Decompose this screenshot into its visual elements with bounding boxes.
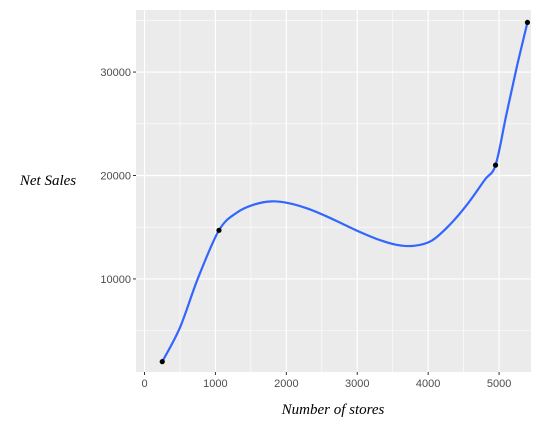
data-point (492, 162, 499, 168)
y-axis-title: Net Sales (19, 173, 76, 189)
x-tick-label: 1000 (203, 378, 227, 390)
smooth-fit-line (161, 21, 529, 363)
data-point (216, 227, 222, 233)
plot-panel (136, 10, 531, 372)
y-axis-ticks (133, 71, 136, 280)
x-axis-tick-labels: 0 1000 2000 3000 4000 5000 (141, 378, 511, 390)
y-tick-label: 30000 (100, 67, 131, 79)
data-points (159, 19, 531, 365)
major-grid (136, 10, 531, 372)
minor-grid (136, 10, 531, 372)
y-tick-label: 20000 (100, 170, 131, 182)
data-point (159, 359, 165, 365)
y-axis-tick-labels: 10000 20000 30000 (100, 67, 131, 286)
x-tick-label: 4000 (416, 378, 440, 390)
x-tick-label: 2000 (274, 378, 298, 390)
x-tick-label: 5000 (487, 378, 511, 390)
x-axis-title: Number of stores (281, 402, 385, 418)
y-tick-label: 10000 (100, 274, 131, 286)
data-point (524, 19, 531, 26)
x-tick-label: 3000 (345, 378, 369, 390)
x-tick-label: 0 (141, 378, 147, 390)
x-axis-ticks (144, 372, 500, 375)
